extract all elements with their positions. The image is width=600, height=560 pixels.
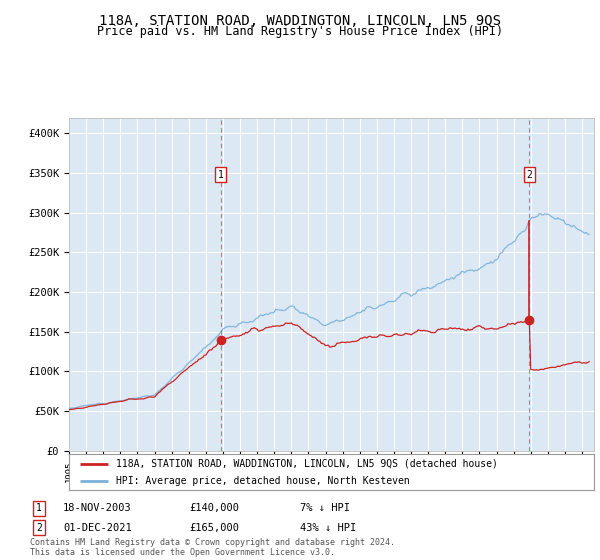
Text: £140,000: £140,000 (189, 503, 239, 514)
Text: Contains HM Land Registry data © Crown copyright and database right 2024.
This d: Contains HM Land Registry data © Crown c… (30, 538, 395, 557)
Text: £165,000: £165,000 (189, 522, 239, 533)
Text: HPI: Average price, detached house, North Kesteven: HPI: Average price, detached house, Nort… (116, 476, 410, 486)
Text: 118A, STATION ROAD, WADDINGTON, LINCOLN, LN5 9QS (detached house): 118A, STATION ROAD, WADDINGTON, LINCOLN,… (116, 459, 498, 469)
Text: 2: 2 (526, 170, 532, 180)
Text: Price paid vs. HM Land Registry's House Price Index (HPI): Price paid vs. HM Land Registry's House … (97, 25, 503, 38)
Text: 18-NOV-2003: 18-NOV-2003 (63, 503, 132, 514)
Text: 118A, STATION ROAD, WADDINGTON, LINCOLN, LN5 9QS: 118A, STATION ROAD, WADDINGTON, LINCOLN,… (99, 14, 501, 28)
Text: 1: 1 (218, 170, 224, 180)
Text: 43% ↓ HPI: 43% ↓ HPI (300, 522, 356, 533)
Text: 7% ↓ HPI: 7% ↓ HPI (300, 503, 350, 514)
Text: 1: 1 (36, 503, 42, 514)
Text: 2: 2 (36, 522, 42, 533)
Text: 01-DEC-2021: 01-DEC-2021 (63, 522, 132, 533)
